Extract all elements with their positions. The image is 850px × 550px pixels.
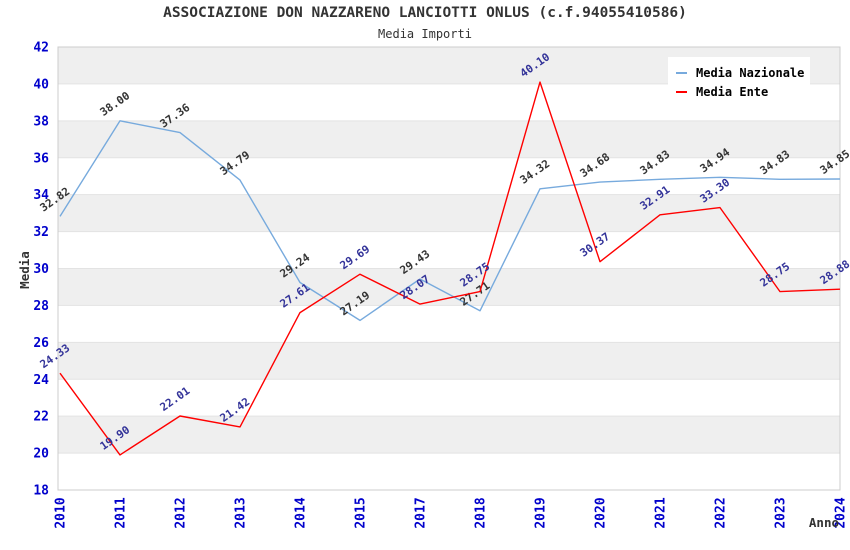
plot-band: [58, 194, 840, 232]
x-tick-label: 2015: [354, 497, 369, 528]
x-tick-label: 2014: [294, 497, 309, 528]
x-tick-label: 2020: [594, 497, 609, 528]
plot-band: [58, 453, 840, 490]
legend-swatch-media-nazionale-icon: [676, 71, 687, 74]
x-tick-label: 2024: [834, 497, 849, 528]
legend-label-media-nazionale: Media Nazionale: [696, 65, 805, 80]
y-tick-label: 30: [33, 262, 49, 277]
x-tick-label: 2022: [714, 497, 729, 528]
legend-swatch-media-ente-icon: [676, 90, 687, 93]
x-tick-label: 2018: [474, 497, 489, 528]
legend-label-media-ente: Media Ente: [696, 84, 769, 99]
series-line-media-ente: [59, 81, 841, 456]
x-tick-label: 2010: [54, 497, 69, 528]
y-tick-label: 42: [33, 41, 49, 56]
series-line-media-nazionale: [59, 120, 841, 322]
legend-item-media-nazionale: Media Nazionale: [676, 63, 810, 82]
legend: Media Nazionale Media Ente: [668, 57, 810, 107]
y-tick-label: 36: [33, 151, 49, 166]
x-tick-label: 2019: [534, 497, 549, 528]
x-tick-label: 2013: [234, 497, 249, 528]
y-tick-label: 38: [33, 114, 49, 129]
y-tick-label: 20: [33, 447, 49, 462]
y-tick-label: 26: [33, 336, 49, 351]
y-tick-label: 22: [33, 410, 49, 425]
y-tick-label: 18: [33, 484, 49, 499]
y-tick-label: 24: [33, 373, 49, 388]
x-tick-label: 2017: [414, 497, 429, 528]
y-tick-label: 32: [33, 225, 49, 240]
y-tick-label: 34: [33, 188, 49, 203]
plot-band: [58, 379, 840, 417]
y-axis-title: Media: [17, 251, 32, 289]
x-tick-label: 2021: [654, 497, 669, 528]
plot-band: [58, 157, 840, 195]
x-tick-label: 2011: [114, 497, 129, 528]
plot-band: [58, 416, 840, 454]
y-tick-label: 40: [33, 77, 49, 92]
x-axis-title: Anno: [809, 515, 839, 530]
x-tick-label: 2012: [174, 497, 189, 528]
plot-band: [58, 305, 840, 343]
plot-band: [58, 342, 840, 380]
chart-subtitle: Media Importi: [378, 27, 472, 41]
plot-band: [58, 231, 840, 269]
x-tick-label: 2023: [774, 497, 789, 528]
chart-title: ASSOCIAZIONE DON NAZZARENO LANCIOTTI ONL…: [163, 5, 687, 21]
y-tick-label: 28: [33, 299, 49, 314]
plot-border: [57, 46, 841, 491]
legend-item-media-ente: Media Ente: [676, 82, 810, 101]
plot-band: [58, 268, 840, 306]
